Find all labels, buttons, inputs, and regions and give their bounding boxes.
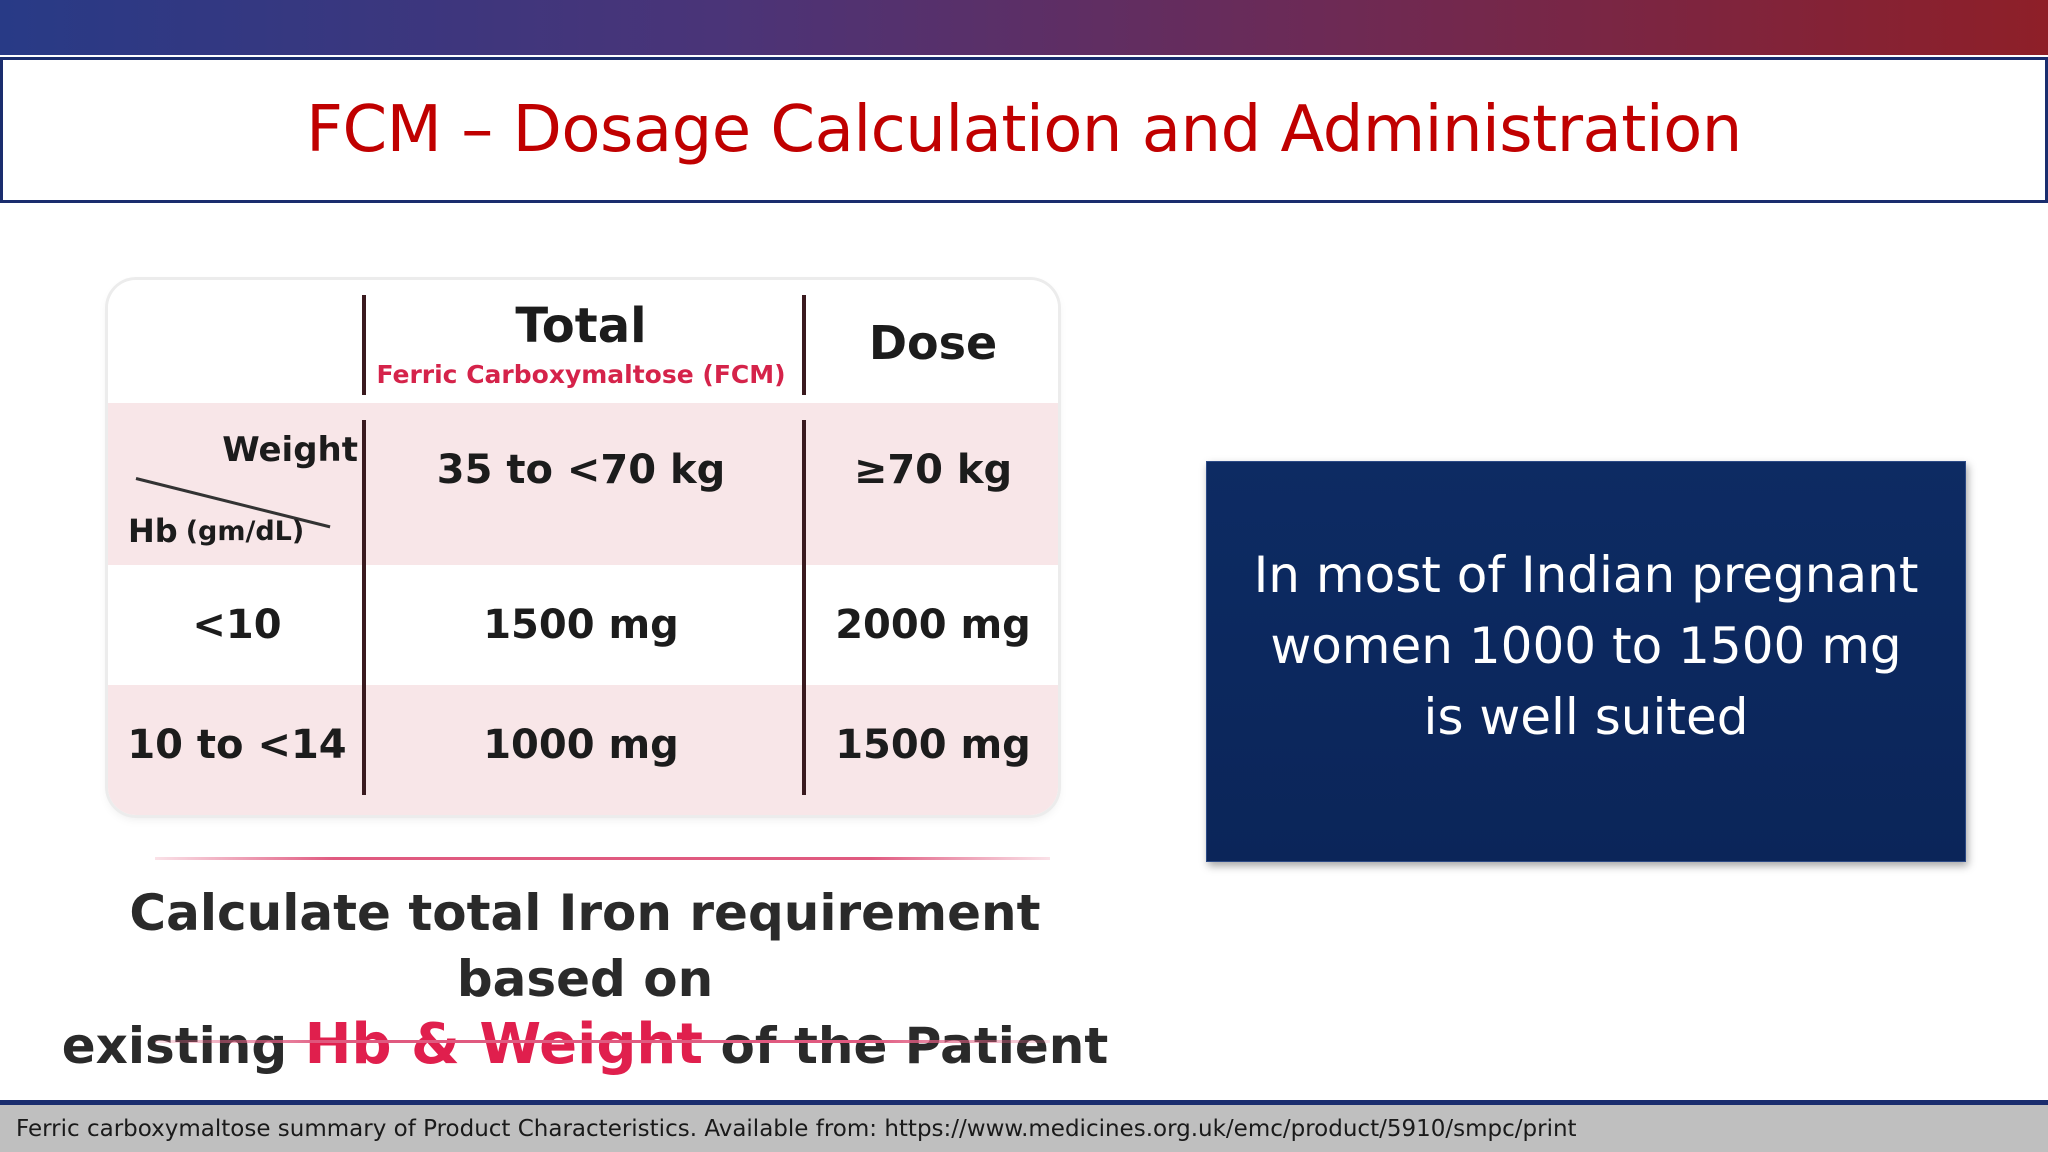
footer-reference: Ferric carboxymaltose summary of Product…: [16, 1115, 1577, 1142]
column-divider: [362, 295, 366, 395]
header-subtitle: Ferric Carboxymaltose (FCM): [376, 360, 786, 389]
footer-divider: [0, 1100, 2048, 1105]
table-row: [108, 565, 1058, 685]
dosage-table: Total Ferric Carboxymaltose (FCM) Dose W…: [108, 280, 1058, 815]
title-box: FCM – Dosage Calculation and Administrat…: [0, 57, 2048, 203]
calc-line-2: existing Hb & Weight of the Patient: [40, 1012, 1130, 1079]
hb-value: 10 to <14: [127, 722, 347, 768]
dose-value: 1500 mg: [835, 722, 1031, 768]
table-header-row: [108, 280, 1058, 403]
dose-value: 1000 mg: [483, 722, 679, 768]
column-divider: [362, 420, 366, 795]
dose-value: 1500 mg: [483, 602, 679, 648]
weight-range-2: ≥70 kg: [853, 447, 1013, 493]
page-title: FCM – Dosage Calculation and Administrat…: [306, 93, 1742, 167]
calc-line-2-pre: existing: [61, 1017, 288, 1075]
calc-line-1: Calculate total Iron requirement based o…: [129, 884, 1041, 1008]
hb-unit: (gm/dL): [185, 515, 305, 547]
calculation-note: Calculate total Iron requirement based o…: [40, 880, 1130, 1079]
table-row: [108, 685, 1058, 815]
footer: Ferric carboxymaltose summary of Product…: [0, 1105, 2048, 1152]
hb-label-text: Hb: [128, 512, 178, 550]
weight-range-1: 35 to <70 kg: [436, 447, 726, 493]
hb-label: Hb (gm/dL): [128, 512, 348, 550]
info-callout-text: In most of Indian pregnant women 1000 to…: [1253, 546, 1919, 746]
divider-line: [155, 857, 1050, 860]
top-gradient-bar: [0, 0, 2048, 55]
header-dose: Dose: [868, 316, 998, 370]
dose-value: 2000 mg: [835, 602, 1031, 648]
hb-value: <10: [192, 602, 282, 648]
info-callout: In most of Indian pregnant women 1000 to…: [1206, 461, 1966, 862]
calc-line-2-post: of the Patient: [720, 1017, 1109, 1075]
column-divider: [802, 420, 806, 795]
calc-highlight: Hb & Weight: [304, 1012, 704, 1077]
divider-line: [155, 1040, 1050, 1043]
column-divider: [802, 295, 806, 395]
table-row-weight: [108, 403, 1058, 565]
weight-label: Weight: [222, 430, 358, 470]
header-total: Total: [515, 298, 647, 354]
